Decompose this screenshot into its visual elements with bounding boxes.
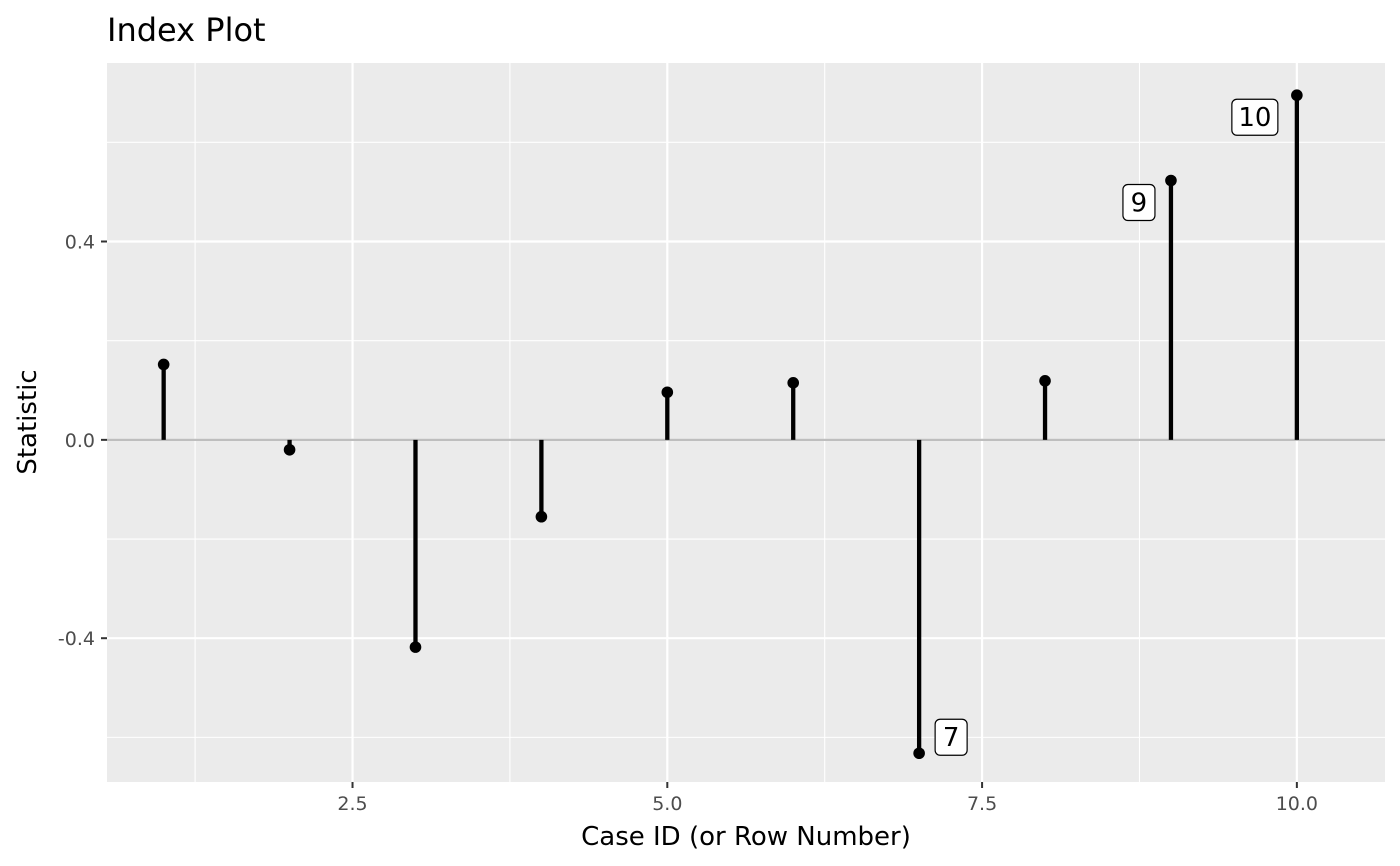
point-label: 10: [1231, 98, 1279, 136]
point-label: 7: [934, 718, 968, 756]
point-label-box: [1231, 98, 1279, 136]
y-tick-label: 0.4: [65, 232, 95, 254]
y-tick-label: 0.0: [65, 430, 95, 452]
data-point: [661, 386, 674, 399]
point-labels: 7 9 10: [934, 98, 1279, 756]
lollipop-stems: [161, 95, 1300, 754]
x-axis-ticks: 2.5 5.0 7.5 10.0: [337, 782, 1318, 815]
point-label-text: 9: [1131, 189, 1148, 219]
x-axis-title: Case ID (or Row Number): [581, 822, 911, 852]
data-point: [913, 747, 925, 760]
y-axis-ticks: -0.4 0.0 0.4: [58, 232, 107, 650]
data-point: [283, 443, 296, 456]
point-label: 9: [1122, 183, 1156, 222]
point-label-text: 10: [1238, 103, 1271, 133]
point-label-box: [1122, 183, 1156, 222]
plot-panel: [107, 63, 1385, 782]
data-point: [1039, 375, 1051, 387]
data-point: [157, 358, 170, 371]
y-tick-label: -0.4: [58, 628, 95, 650]
point-label-text: 7: [943, 723, 960, 753]
data-point: [409, 641, 422, 653]
data-point: [787, 377, 800, 389]
data-point: [1291, 89, 1303, 102]
data-point: [1165, 174, 1177, 187]
chart-title: Index Plot: [107, 11, 266, 49]
x-tick-label: 5.0: [652, 793, 682, 815]
y-axis-title: Statistic: [13, 369, 43, 474]
x-tick-label: 7.5: [967, 793, 997, 815]
x-tick-label: 2.5: [337, 793, 367, 815]
data-points: [157, 89, 1303, 760]
minor-gridlines: [107, 63, 1385, 782]
data-point: [535, 510, 548, 523]
point-label-box: [934, 718, 968, 756]
x-tick-label: 10.0: [1276, 793, 1318, 815]
